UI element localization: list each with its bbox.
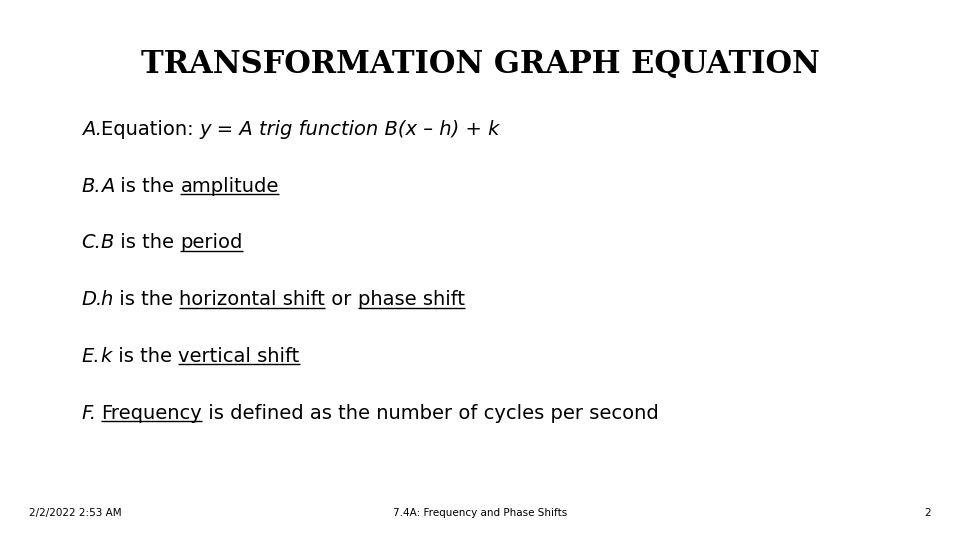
Text: Frequency: Frequency xyxy=(101,403,202,423)
Text: period: period xyxy=(180,233,243,253)
Text: F.: F. xyxy=(82,403,97,423)
Text: TRANSFORMATION GRAPH EQUATION: TRANSFORMATION GRAPH EQUATION xyxy=(140,49,820,79)
Text: vertical shift: vertical shift xyxy=(179,347,300,366)
Text: 2: 2 xyxy=(924,508,931,518)
Text: y = A trig function B(x – h) + k: y = A trig function B(x – h) + k xyxy=(200,120,500,139)
Text: B: B xyxy=(101,233,114,253)
Text: is the: is the xyxy=(113,290,180,309)
Text: k: k xyxy=(101,347,112,366)
Text: E.: E. xyxy=(82,347,100,366)
Text: C.: C. xyxy=(82,233,102,253)
Text: amplitude: amplitude xyxy=(180,177,278,196)
Text: Equation:: Equation: xyxy=(101,120,200,139)
Text: 2/2/2022 2:53 AM: 2/2/2022 2:53 AM xyxy=(29,508,121,518)
Text: is the: is the xyxy=(112,347,179,366)
Text: D.: D. xyxy=(82,290,103,309)
Text: horizontal shift: horizontal shift xyxy=(180,290,325,309)
Text: B.: B. xyxy=(82,177,101,196)
Text: is the: is the xyxy=(114,233,180,253)
Text: phase shift: phase shift xyxy=(358,290,465,309)
Text: is the: is the xyxy=(114,177,180,196)
Text: h: h xyxy=(101,290,113,309)
Text: 7.4A: Frequency and Phase Shifts: 7.4A: Frequency and Phase Shifts xyxy=(393,508,567,518)
Text: A.: A. xyxy=(82,120,102,139)
Text: A: A xyxy=(101,177,114,196)
Text: or: or xyxy=(325,290,358,309)
Text: is defined as the number of cycles per second: is defined as the number of cycles per s… xyxy=(202,403,659,423)
